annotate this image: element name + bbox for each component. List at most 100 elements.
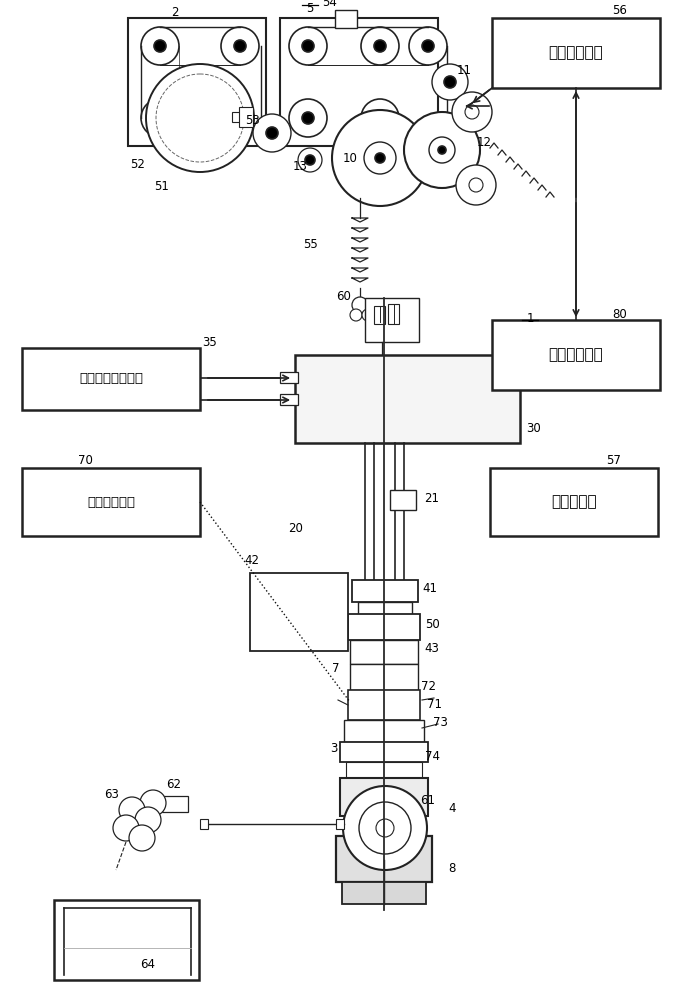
Bar	[388, 304, 399, 324]
Text: 72: 72	[421, 680, 435, 692]
Circle shape	[364, 142, 396, 174]
Bar	[295, 355, 520, 443]
Circle shape	[361, 27, 399, 65]
Text: 7: 7	[332, 662, 340, 674]
Circle shape	[302, 40, 314, 52]
Bar	[162, 796, 188, 812]
Text: 5: 5	[306, 1, 314, 14]
Circle shape	[141, 99, 179, 137]
Circle shape	[187, 105, 213, 131]
Circle shape	[154, 40, 166, 52]
Circle shape	[221, 27, 259, 65]
Bar	[344, 720, 424, 742]
Text: 62: 62	[167, 778, 182, 790]
Circle shape	[146, 64, 254, 172]
Bar	[280, 372, 298, 383]
Text: 64: 64	[140, 958, 155, 970]
Circle shape	[113, 815, 139, 841]
Text: 短路检测器: 短路检测器	[551, 494, 597, 510]
Text: 20: 20	[289, 522, 304, 534]
Bar	[128, 18, 266, 146]
Text: 8: 8	[448, 861, 456, 874]
Circle shape	[343, 786, 427, 870]
Text: 张力控制装置: 张力控制装置	[549, 45, 603, 60]
Circle shape	[465, 105, 479, 119]
Circle shape	[289, 99, 327, 137]
Bar	[358, 602, 412, 616]
Text: 57: 57	[607, 454, 622, 466]
Text: 10: 10	[342, 151, 358, 164]
Text: 55: 55	[302, 238, 317, 251]
Text: 42: 42	[244, 554, 259, 566]
Circle shape	[362, 309, 374, 321]
Circle shape	[253, 114, 291, 152]
Bar	[350, 640, 418, 664]
Text: 63: 63	[105, 788, 119, 802]
Circle shape	[429, 137, 455, 163]
Text: 41: 41	[423, 582, 437, 594]
Circle shape	[456, 165, 496, 205]
Text: 30: 30	[526, 422, 541, 434]
Bar	[239, 107, 253, 127]
Circle shape	[141, 27, 179, 65]
Bar	[340, 742, 428, 762]
Bar	[350, 664, 418, 690]
Circle shape	[438, 146, 446, 154]
Circle shape	[422, 40, 434, 52]
Text: 2: 2	[171, 5, 179, 18]
Circle shape	[404, 112, 480, 188]
Text: 13: 13	[292, 159, 307, 172]
Text: 43: 43	[425, 642, 439, 654]
Text: 51: 51	[155, 180, 169, 192]
Bar	[280, 18, 438, 146]
Text: 56: 56	[613, 3, 628, 16]
Circle shape	[332, 110, 428, 206]
Bar	[336, 836, 432, 882]
Circle shape	[302, 112, 314, 124]
Bar	[335, 10, 357, 28]
Bar	[22, 348, 200, 410]
Text: 喷射供给装置: 喷射供给装置	[87, 495, 135, 508]
Text: 1: 1	[526, 312, 534, 324]
Bar	[348, 614, 420, 640]
Text: 压缩空气供给装置: 压缩空气供给装置	[79, 372, 143, 385]
Bar	[346, 762, 422, 778]
Bar	[374, 306, 385, 324]
Text: 53: 53	[244, 113, 259, 126]
Text: 11: 11	[456, 64, 472, 77]
Text: 数値控制装置: 数値控制装置	[549, 348, 603, 362]
Bar	[250, 573, 348, 651]
Circle shape	[359, 802, 411, 854]
Text: 80: 80	[613, 308, 627, 320]
Bar	[365, 298, 419, 342]
Bar	[54, 900, 199, 980]
Circle shape	[305, 155, 315, 165]
Text: 21: 21	[425, 491, 439, 504]
Circle shape	[361, 99, 399, 137]
Circle shape	[234, 40, 246, 52]
Circle shape	[352, 297, 368, 313]
Circle shape	[444, 76, 456, 88]
Text: 74: 74	[425, 750, 439, 762]
Text: 61: 61	[421, 794, 435, 806]
Bar	[342, 882, 426, 904]
Circle shape	[432, 64, 468, 100]
Bar	[492, 18, 660, 88]
Circle shape	[156, 74, 244, 162]
Bar	[390, 490, 416, 510]
Circle shape	[376, 819, 394, 837]
Circle shape	[154, 112, 166, 124]
Bar	[492, 320, 660, 390]
Circle shape	[289, 27, 327, 65]
Circle shape	[266, 127, 278, 139]
Circle shape	[409, 27, 447, 65]
Circle shape	[469, 178, 483, 192]
Bar	[336, 819, 344, 829]
Text: 35: 35	[202, 336, 217, 349]
Circle shape	[350, 309, 362, 321]
Bar	[340, 778, 428, 816]
Circle shape	[135, 807, 161, 833]
Circle shape	[374, 112, 386, 124]
Text: 70: 70	[78, 454, 92, 466]
Circle shape	[164, 82, 236, 154]
